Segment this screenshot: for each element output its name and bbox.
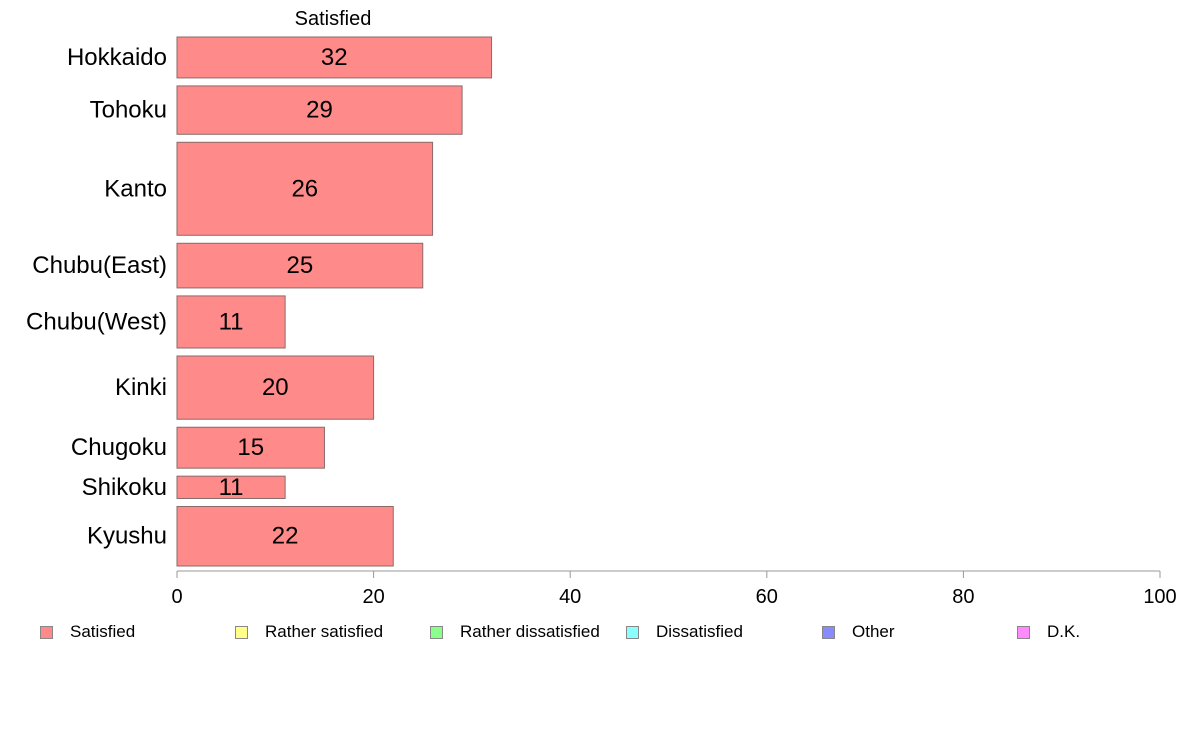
x-axis: 0 20 40 60 80 100 — [171, 570, 1177, 608]
legend-swatch — [626, 625, 639, 639]
value-label: 22 — [272, 523, 299, 550]
legend-item: D.K. — [1017, 622, 1080, 642]
bar-tohoku — [176, 85, 463, 135]
legend-item: Rather satisfied — [235, 622, 383, 642]
category-label: Kyushu — [87, 523, 167, 550]
legend-swatch — [430, 625, 443, 639]
chart-top-label: Satisfied — [295, 8, 372, 30]
value-label: 20 — [262, 374, 289, 401]
legend-label: Satisfied — [70, 622, 136, 641]
bar-chubu-west — [176, 295, 286, 349]
legend-label: D.K. — [1047, 622, 1081, 641]
legend-swatch — [1017, 625, 1030, 639]
value-label: 29 — [306, 97, 333, 124]
legend-label: Rather dissatisfied — [460, 622, 600, 641]
bar-hokkaido — [176, 36, 493, 79]
category-label: Kinki — [115, 374, 167, 401]
category-label: Tohoku — [90, 97, 167, 124]
legend: Satisfied Rather satisfied Rather dissatis… — [0, 622, 1188, 646]
category-label: Chubu(East) — [32, 252, 167, 279]
value-label: 15 — [237, 434, 264, 461]
legend-swatch — [235, 625, 248, 639]
value-label: 25 — [287, 252, 314, 279]
bar-kinki — [176, 355, 375, 420]
x-tick-label: 80 — [952, 586, 974, 608]
legend-label: Other — [852, 622, 895, 641]
legend-label: Rather satisfied — [265, 622, 384, 641]
category-label: Kanto — [104, 175, 167, 202]
bar-kanto — [176, 141, 434, 236]
legend-swatch — [40, 625, 53, 639]
bar-kyushu — [176, 505, 394, 567]
value-label: 26 — [291, 175, 318, 202]
x-tick-label: 0 — [171, 586, 182, 608]
category-label: Shikoku — [82, 474, 167, 501]
legend-item: Satisfied — [40, 622, 135, 642]
x-tick-label: 100 — [1143, 586, 1176, 608]
value-label: 11 — [219, 474, 244, 501]
legend-label: Dissatisfied — [656, 622, 743, 641]
bars-layer: Hokkaido 32 Tohoku 29 Kanto 26 Chubu(East) 25 Ch… — [26, 36, 493, 567]
category-label: Chubu(West) — [26, 308, 167, 335]
value-label: 11 — [219, 308, 244, 335]
bar-chart: Satisfied Hokkaido 32 Tohoku 29 Kanto 26 Chubu… — [26, 8, 1177, 608]
legend-swatch — [822, 625, 835, 639]
bar-chugoku — [176, 426, 325, 469]
bar-chubu-east — [176, 242, 424, 289]
x-tick-label: 20 — [362, 586, 384, 608]
category-label: Hokkaido — [67, 44, 167, 71]
x-tick-label: 60 — [756, 586, 778, 608]
legend-item: Other — [822, 622, 895, 642]
value-label: 32 — [321, 44, 348, 71]
category-label: Chugoku — [71, 434, 167, 461]
legend-item: Dissatisfied — [626, 622, 743, 642]
x-tick-label: 40 — [559, 586, 581, 608]
bar-shikoku — [176, 475, 286, 499]
legend-item: Rather dissatisfied — [430, 622, 600, 642]
